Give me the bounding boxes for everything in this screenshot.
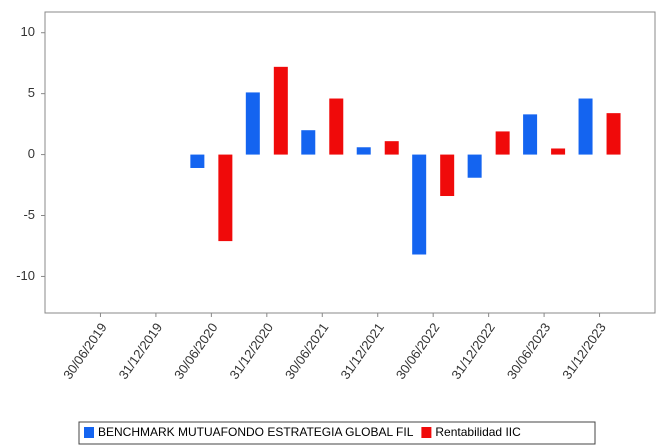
bar bbox=[551, 148, 566, 155]
y-tick-label: 5 bbox=[28, 85, 35, 100]
legend-label: BENCHMARK MUTUAFONDO ESTRATEGIA GLOBAL F… bbox=[98, 425, 414, 439]
plot-frame bbox=[44, 11, 656, 314]
bar bbox=[356, 147, 371, 155]
y-tick-label: -10 bbox=[16, 268, 35, 283]
bar bbox=[578, 98, 593, 155]
bar bbox=[412, 154, 427, 255]
bar bbox=[273, 66, 288, 155]
bar bbox=[440, 154, 455, 197]
bar bbox=[218, 154, 233, 242]
x-tick-label: 30/06/2019 bbox=[60, 320, 110, 382]
bar bbox=[606, 113, 621, 155]
bar bbox=[190, 154, 205, 168]
x-tick-label: 31/12/2020 bbox=[226, 320, 276, 382]
x-tick-label: 31/12/2022 bbox=[448, 320, 498, 382]
legend: BENCHMARK MUTUAFONDO ESTRATEGIA GLOBAL F… bbox=[78, 421, 596, 445]
bar bbox=[495, 131, 510, 155]
bar bbox=[329, 98, 344, 155]
bar bbox=[384, 141, 399, 155]
y-tick-label: 0 bbox=[28, 146, 35, 161]
legend-frame bbox=[78, 421, 596, 445]
x-tick-label: 30/06/2021 bbox=[282, 320, 332, 382]
legend-label: Rentabilidad IIC bbox=[435, 425, 521, 439]
y-tick-label: 10 bbox=[21, 24, 35, 39]
bar bbox=[245, 92, 260, 155]
bar bbox=[301, 130, 316, 155]
x-tick-label: 30/06/2022 bbox=[393, 320, 443, 382]
bar bbox=[523, 114, 538, 155]
x-tick-label: 30/06/2020 bbox=[171, 320, 221, 382]
x-tick-label: 30/06/2023 bbox=[504, 320, 554, 382]
legend-swatch bbox=[84, 427, 94, 438]
x-tick-label: 31/12/2021 bbox=[337, 320, 387, 382]
legend-swatch bbox=[421, 427, 432, 438]
bar bbox=[467, 154, 482, 178]
x-tick-label: 31/12/2023 bbox=[559, 320, 609, 382]
x-tick-label: 31/12/2019 bbox=[116, 320, 166, 382]
y-tick-label: -5 bbox=[23, 207, 35, 222]
